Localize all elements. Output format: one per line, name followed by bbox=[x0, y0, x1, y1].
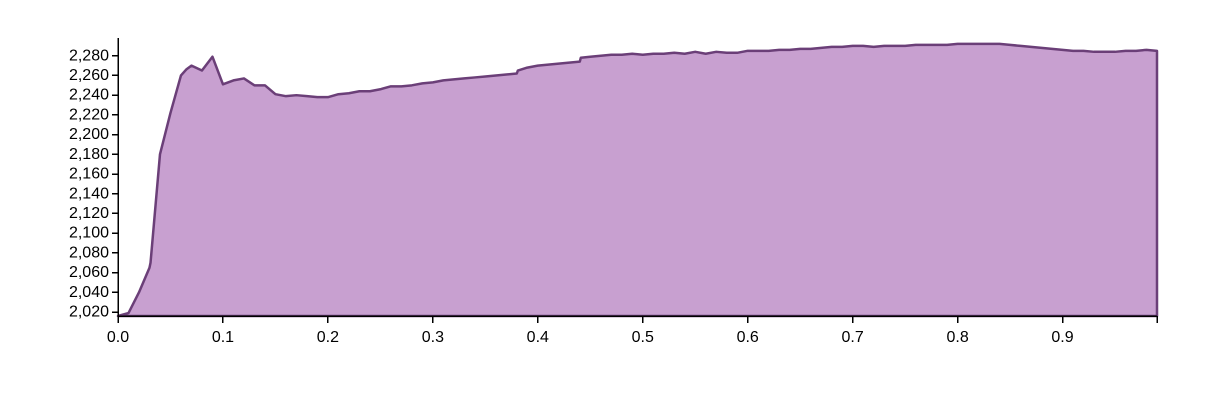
x-tick-label: 0.3 bbox=[422, 329, 444, 346]
x-tick-label: 0.0 bbox=[107, 329, 129, 346]
x-tick-label: 0.8 bbox=[946, 329, 968, 346]
y-tick-label: 2,100 bbox=[69, 225, 109, 242]
y-tick-label: 2,260 bbox=[69, 67, 109, 84]
y-tick-label: 2,040 bbox=[69, 284, 109, 301]
y-tick-label: 2,140 bbox=[69, 185, 109, 202]
x-tick-label: 0.9 bbox=[1051, 329, 1073, 346]
y-axis: 2,020 2,040 2,060 2,080 2,100 2,120 2,140 2,160… bbox=[69, 38, 119, 321]
y-tick-label: 2,240 bbox=[69, 87, 109, 104]
y-tick-label: 2,120 bbox=[69, 205, 109, 222]
x-tick-label: 0.1 bbox=[212, 329, 234, 346]
y-tick-label: 2,200 bbox=[69, 126, 109, 143]
y-tick-label: 2,060 bbox=[69, 264, 109, 281]
y-tick-label: 2,080 bbox=[69, 244, 109, 261]
y-tick-label: 2,180 bbox=[69, 146, 109, 163]
y-tick-label: 2,220 bbox=[69, 106, 109, 123]
y-tick-label: 2,280 bbox=[69, 47, 109, 64]
x-axis: 0.0 0.1 0.2 0.3 0.4 0.5 0.6 0.7 0.8 0.9 bbox=[107, 315, 1158, 346]
x-tick-label: 0.2 bbox=[317, 329, 339, 346]
y-tick-label: 2,020 bbox=[69, 304, 109, 321]
x-tick-label: 0.7 bbox=[842, 329, 864, 346]
area-series bbox=[116, 42, 1159, 318]
x-tick-label: 0.6 bbox=[737, 329, 759, 346]
y-tick-label: 2,160 bbox=[69, 166, 109, 183]
x-tick-label: 0.4 bbox=[527, 329, 549, 346]
x-tick-label: 0.5 bbox=[632, 329, 654, 346]
